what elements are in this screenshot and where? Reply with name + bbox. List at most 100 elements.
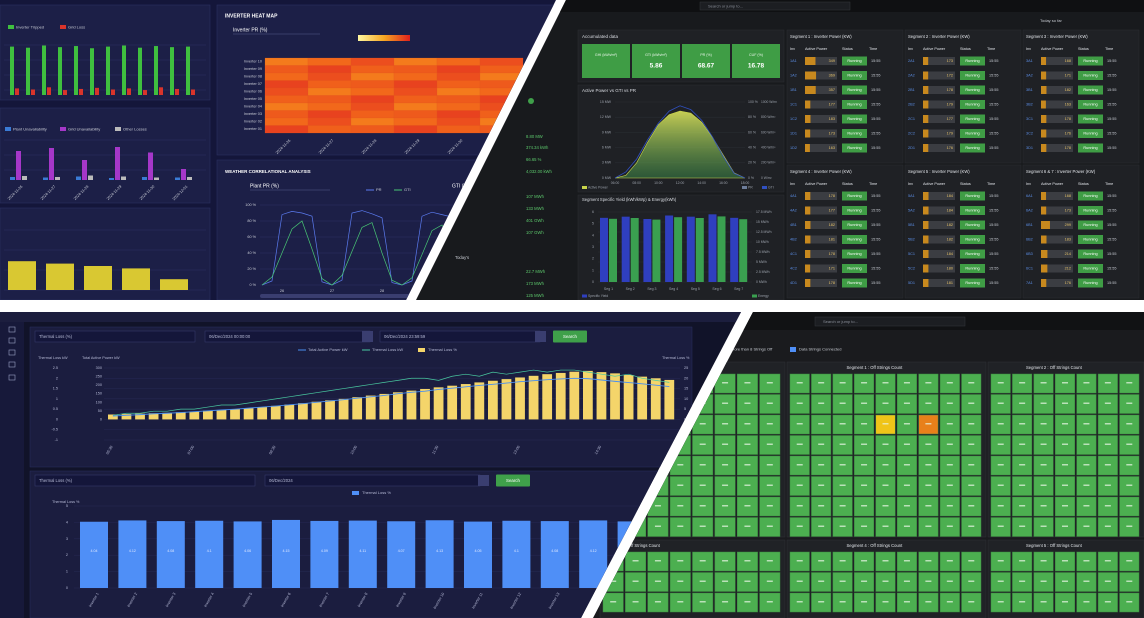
bar <box>189 411 200 420</box>
bar <box>95 87 99 95</box>
heat-cell <box>436 117 481 126</box>
power-track <box>1041 264 1073 273</box>
legend-label: Other Losses <box>123 126 147 131</box>
status-badge <box>842 143 867 153</box>
y-tick-label: 6 <box>592 210 594 214</box>
bar <box>387 521 416 588</box>
cell-text <box>744 382 751 384</box>
y2-tick-label: 300 <box>96 366 102 370</box>
y-tick-label: -0.5 <box>51 428 58 432</box>
input-text: Thermal Loss (%) <box>39 334 73 339</box>
cell-text <box>722 464 729 466</box>
status-text: Running <box>965 267 979 271</box>
time: 15:55 <box>989 59 999 63</box>
reading: 107 GWh <box>526 230 544 235</box>
status-badge <box>842 264 867 273</box>
legend-swatch <box>60 25 66 29</box>
y2-tick-label: 80 % <box>748 115 756 119</box>
search-button[interactable] <box>496 474 530 487</box>
power-value: 178 <box>947 88 953 92</box>
heat-cell <box>479 65 524 74</box>
y-tick-label: 12 MW <box>600 115 612 119</box>
cell-text <box>744 505 751 507</box>
cell-text <box>1040 402 1047 404</box>
cell-text <box>925 382 932 384</box>
power-bar <box>805 57 816 65</box>
axis-title: Thermal Loss kW <box>38 356 68 360</box>
status-text: Running <box>965 59 979 63</box>
bar <box>284 404 295 420</box>
time: 15:55 <box>1107 59 1117 63</box>
time: 15:55 <box>871 194 881 198</box>
sidebar-icon <box>8 337 16 344</box>
cell-text <box>946 505 953 507</box>
y3-tick-label: 600 W/m² <box>761 130 776 134</box>
inverter-name: 4B2 <box>790 238 797 242</box>
cell-text <box>968 525 975 527</box>
cell-text <box>1062 484 1068 486</box>
bar <box>352 397 363 420</box>
heat-cell <box>307 110 352 119</box>
status-text: Running <box>965 281 979 285</box>
cell-text <box>903 505 910 507</box>
power-track <box>1041 206 1073 215</box>
time: 15:55 <box>871 281 881 285</box>
dropdown: Inverter PR (%) <box>233 27 268 33</box>
bar <box>109 178 114 180</box>
y-tick-label: 0 MW <box>602 176 612 180</box>
y-tick-label: 2 <box>592 257 594 261</box>
power-track <box>923 57 955 65</box>
heat-cell <box>264 125 309 134</box>
cell-text <box>997 580 1004 582</box>
cell-text <box>1083 443 1090 445</box>
cell-text <box>946 580 953 582</box>
cell-text <box>632 580 639 582</box>
reading: 8.80 MW <box>526 134 543 139</box>
inverter-name: 4D1 <box>790 281 797 285</box>
cell-text <box>1019 484 1026 486</box>
input-box <box>34 474 256 487</box>
y-tick-label: 5 <box>592 222 594 226</box>
bar <box>717 216 726 282</box>
cell-text <box>903 601 910 603</box>
cell-text <box>1040 464 1047 466</box>
power-track <box>1041 86 1073 94</box>
search-button[interactable] <box>553 330 587 343</box>
cell-text <box>968 505 975 507</box>
power-value: 173 <box>947 59 953 63</box>
cell-text <box>722 560 729 562</box>
x-tick-label: 18:00 <box>741 181 750 185</box>
power-value: 299 <box>1065 223 1071 227</box>
status-text: Running <box>847 59 861 63</box>
heat-cell <box>264 95 309 104</box>
row-label: Inverter 09 <box>244 67 262 71</box>
power-bar <box>805 144 810 152</box>
bar <box>583 370 593 420</box>
heat-cell <box>264 65 309 74</box>
x-tick-label: Seg 1 <box>604 287 613 291</box>
bar <box>425 520 454 588</box>
y-tick-label: 5 <box>66 504 68 508</box>
cell-text <box>1040 484 1047 486</box>
cell-text <box>796 464 803 466</box>
status-text: Running <box>847 103 861 107</box>
status-badge <box>960 85 985 95</box>
legend-swatch <box>115 127 121 131</box>
power-bar <box>805 250 811 258</box>
y-tick-label: 0 <box>592 280 594 284</box>
cell-text <box>699 580 706 582</box>
panel <box>0 4 211 101</box>
cell-text <box>1104 505 1111 507</box>
power-bar <box>923 144 929 152</box>
inverter-name: 3C1 <box>1026 117 1033 121</box>
y-tick-label: 1.5 <box>53 387 58 391</box>
heat-cell <box>350 117 395 126</box>
legend-label: Thermal Loss kW <box>372 347 403 352</box>
bar <box>630 218 639 282</box>
bar <box>76 176 81 180</box>
power-track <box>805 221 837 229</box>
panel <box>786 164 904 299</box>
panel-title: Active Power vs GTI vs PR <box>582 88 637 93</box>
y-tick-label: 15 MW <box>600 100 612 104</box>
status-badge <box>1078 143 1103 153</box>
